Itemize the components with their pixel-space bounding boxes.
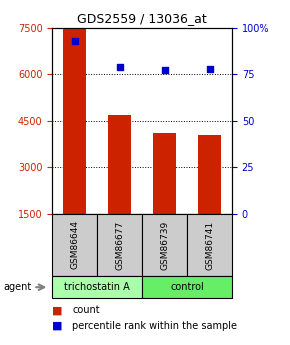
Text: count: count <box>72 305 100 315</box>
Bar <box>108 115 131 214</box>
Text: trichostatin A: trichostatin A <box>64 282 130 292</box>
Text: control: control <box>170 282 204 292</box>
Text: GSM86677: GSM86677 <box>115 220 124 269</box>
Bar <box>153 133 176 214</box>
Title: GDS2559 / 13036_at: GDS2559 / 13036_at <box>77 12 207 25</box>
Text: GSM86739: GSM86739 <box>160 220 169 269</box>
Point <box>162 68 167 73</box>
Text: ■: ■ <box>52 321 63 331</box>
Point <box>72 38 77 43</box>
Point <box>117 64 122 69</box>
Text: percentile rank within the sample: percentile rank within the sample <box>72 321 238 331</box>
Text: ■: ■ <box>52 305 63 315</box>
Text: GSM86644: GSM86644 <box>70 220 79 269</box>
Bar <box>198 135 221 214</box>
Bar <box>64 0 86 214</box>
Point <box>207 66 212 71</box>
Text: GSM86741: GSM86741 <box>205 220 214 269</box>
Text: agent: agent <box>3 282 31 292</box>
